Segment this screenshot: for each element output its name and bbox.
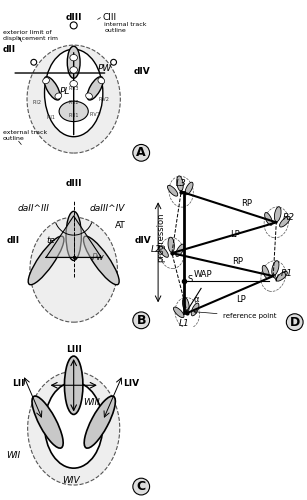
Ellipse shape [27,45,120,153]
Ellipse shape [185,182,193,194]
Ellipse shape [28,372,120,485]
Text: PW: PW [98,64,112,73]
Ellipse shape [30,217,117,322]
Ellipse shape [55,93,62,99]
Text: A: A [136,146,146,160]
Text: reference point: reference point [194,310,276,320]
Text: α: α [193,294,199,304]
Text: dIV: dIV [135,236,152,245]
Text: external track
outline: external track outline [3,130,47,140]
Ellipse shape [98,78,105,84]
Ellipse shape [265,212,272,226]
Ellipse shape [64,356,83,414]
Ellipse shape [168,237,174,252]
Text: WII: WII [6,452,20,460]
Text: daII^III: daII^III [18,204,50,213]
Ellipse shape [272,260,279,276]
Text: LIII: LIII [66,346,82,354]
Text: WIV: WIV [62,476,80,485]
Text: daIII^IV: daIII^IV [90,204,125,213]
Text: LP: LP [230,230,240,239]
Ellipse shape [176,244,184,256]
Text: R1: R1 [281,268,293,278]
Text: PIV1: PIV1 [90,112,101,117]
Text: RP: RP [232,257,243,266]
Text: LIV: LIV [123,379,139,388]
Text: PII2: PII2 [32,100,41,104]
Text: L3: L3 [176,180,187,188]
Text: RP: RP [241,200,252,208]
Ellipse shape [111,60,117,65]
Ellipse shape [84,396,115,448]
Text: internal track
outline: internal track outline [104,22,147,33]
Text: PIV2: PIV2 [99,96,110,102]
Ellipse shape [168,186,178,196]
Ellipse shape [67,46,80,78]
Ellipse shape [280,216,290,227]
Text: L2: L2 [150,246,161,254]
Text: PII1: PII1 [46,115,55,120]
Ellipse shape [70,54,77,61]
Ellipse shape [191,303,199,316]
Ellipse shape [44,76,60,100]
Ellipse shape [70,80,77,87]
Ellipse shape [86,93,92,99]
Text: LII: LII [12,379,25,388]
Text: WAP: WAP [193,270,212,279]
Ellipse shape [70,22,77,29]
Text: LP: LP [236,294,246,304]
Ellipse shape [182,298,189,312]
Text: progression: progression [157,213,165,262]
Ellipse shape [70,66,77,73]
Ellipse shape [31,60,37,65]
Text: γ: γ [274,272,279,281]
Text: C: C [137,480,146,493]
Text: CIII: CIII [103,13,117,22]
Ellipse shape [66,212,81,260]
Text: exterior limit of
displacement rim: exterior limit of displacement rim [3,30,58,41]
Text: WIII: WIII [83,398,100,406]
Ellipse shape [262,266,269,278]
Text: dII: dII [3,46,16,54]
Text: R2: R2 [282,214,294,222]
Text: te: te [46,236,55,245]
Polygon shape [46,216,101,258]
Text: dIII: dIII [65,179,82,188]
Ellipse shape [45,382,103,468]
Ellipse shape [87,76,103,100]
Ellipse shape [32,396,63,448]
Text: dII: dII [6,236,19,245]
Text: Pw: Pw [92,253,105,262]
Text: PIII1: PIII1 [68,114,79,118]
Ellipse shape [274,206,281,222]
Text: PIII2: PIII2 [68,100,79,104]
Text: S: S [187,276,192,284]
Ellipse shape [59,101,88,121]
Ellipse shape [177,176,183,191]
Ellipse shape [158,246,169,258]
Text: dIII: dIII [65,13,82,22]
Ellipse shape [28,236,64,285]
Text: PL: PL [59,87,70,96]
Text: D: D [290,316,300,328]
Text: B: B [137,314,146,327]
Text: AT: AT [115,220,126,230]
Text: dIV: dIV [134,67,150,76]
Text: L1: L1 [179,319,190,328]
Ellipse shape [45,49,103,136]
Text: PIII3: PIII3 [68,86,79,91]
Ellipse shape [84,236,119,285]
Ellipse shape [43,78,49,84]
Ellipse shape [276,272,287,281]
Ellipse shape [173,307,184,318]
